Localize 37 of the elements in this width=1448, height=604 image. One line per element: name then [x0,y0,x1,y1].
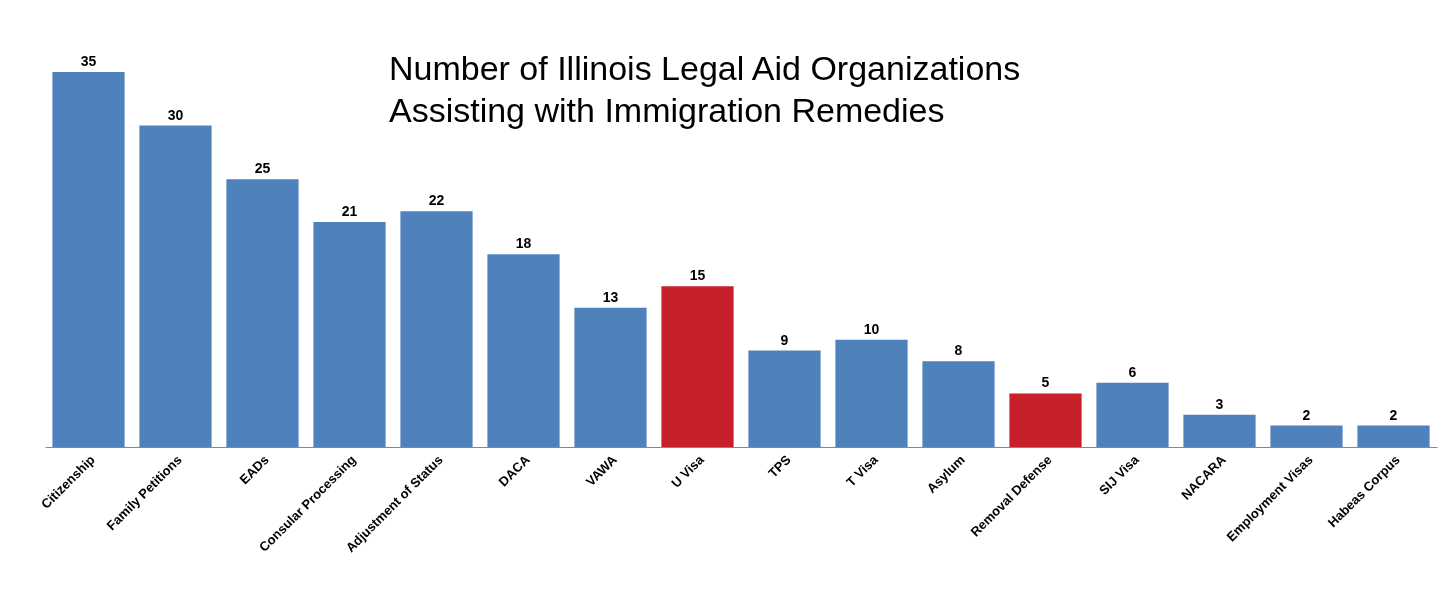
data-label: 3 [1215,395,1224,412]
chart-title: Number of Illinois Legal Aid Organizations Assisting with Immigration Remedies [388,49,1021,129]
bar [1270,425,1343,447]
data-label: 6 [1128,363,1137,380]
data-label: 15 [689,267,706,284]
bar [487,254,560,447]
x-tick-label: SIJ Visa [1095,451,1143,498]
bar [835,339,908,447]
data-label: 18 [515,235,532,252]
bar [1183,414,1256,447]
bar [400,211,473,447]
bar [1096,382,1169,447]
bar [748,350,821,447]
data-label: 8 [954,342,963,359]
bar [52,72,125,447]
bar [139,125,212,447]
data-label: 5 [1041,374,1050,391]
data-label: 10 [863,320,880,337]
bar [574,307,647,447]
bar [661,286,734,447]
x-tick-label: TPS [765,451,794,481]
bar [1009,393,1082,447]
bar [1357,425,1430,447]
data-label: 2 [1302,406,1311,423]
data-label: 30 [167,106,184,123]
data-label: 25 [254,160,271,177]
bar [226,179,299,447]
x-tick-label: T Visa [843,451,882,490]
data-label: 9 [780,331,789,348]
data-label: 22 [428,192,445,209]
bar [313,222,386,447]
data-label: 21 [341,203,358,219]
data-label: 2 [1389,406,1398,423]
x-tick-label: U Visa [668,451,708,491]
data-label: 13 [602,288,619,305]
data-label: 35 [80,53,97,69]
bar [922,361,995,447]
